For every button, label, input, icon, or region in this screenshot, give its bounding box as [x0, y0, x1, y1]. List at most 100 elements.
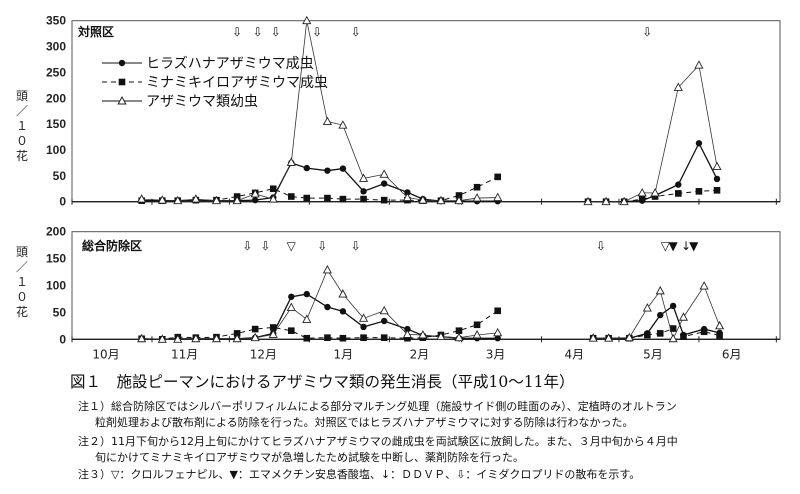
- data-point-triangle: [157, 334, 167, 343]
- data-point-circle: [251, 196, 259, 204]
- legend-marker-triangle: [117, 95, 127, 105]
- legend-marker-circle: [118, 59, 126, 67]
- data-point-triangle: [642, 303, 652, 312]
- data-point-circle: [404, 325, 411, 333]
- data-point-square: [680, 333, 687, 340]
- data-point-circle: [360, 188, 367, 195]
- treatment-marker: ⇩: [232, 25, 242, 39]
- data-point-square: [651, 193, 659, 200]
- data-point-square: [669, 325, 677, 332]
- data-point-square: [288, 327, 295, 334]
- data-point-square: [404, 334, 411, 342]
- data-point-circle: [675, 181, 682, 188]
- y-tick-label: 50: [53, 305, 67, 319]
- note-1-cont: 粒剤処理および散布剤による防除を行った。対照区ではヒラズハナアザミウマに対する防…: [95, 416, 634, 429]
- data-point-circle: [380, 317, 388, 325]
- plot-frame: [71, 20, 781, 203]
- data-point-triangle: [418, 330, 428, 339]
- data-point-triangle: [137, 333, 147, 343]
- y-tick-label: 0: [59, 332, 66, 346]
- y-axis-label-char: １: [16, 119, 28, 133]
- figure-caption: 図１ 施設ピーマンにおけるアザミウマ類の発生消長（平成10～11年）: [70, 373, 575, 391]
- data-point-square: [251, 325, 259, 333]
- data-point-triangle: [379, 169, 389, 178]
- data-point-triangle: [668, 333, 678, 343]
- data-point-circle: [303, 164, 310, 172]
- data-point-triangle: [655, 285, 665, 295]
- data-point-square: [494, 173, 501, 181]
- data-point-square: [380, 334, 388, 341]
- data-point-triangle: [436, 195, 446, 205]
- y-axis-label-char: 花: [16, 304, 28, 319]
- data-point-square: [324, 194, 331, 202]
- data-point-circle: [303, 290, 310, 298]
- data-point-circle: [324, 167, 331, 174]
- treatment-marker: ⇩: [271, 25, 281, 39]
- data-point-triangle: [454, 332, 464, 342]
- legend-marker-square: [118, 78, 126, 86]
- data-point-triangle: [322, 116, 332, 125]
- x-tick-label: 3月: [486, 347, 506, 361]
- data-point-triangle: [157, 195, 167, 204]
- data-point-triangle: [173, 334, 183, 343]
- data-point-square: [339, 195, 347, 203]
- data-point-triangle: [402, 192, 412, 202]
- treatment-marker: ↓: [681, 239, 691, 253]
- y-axis-label-char: １: [16, 275, 28, 289]
- y-axis-label-char: ／: [16, 260, 28, 274]
- data-point-circle: [288, 293, 295, 300]
- y-tick-label: 100: [46, 143, 66, 157]
- data-point-triangle: [712, 161, 722, 170]
- y-tick-label: 150: [46, 117, 66, 131]
- data-point-triangle: [493, 192, 503, 202]
- data-point-square: [303, 194, 311, 202]
- note-2: 注２）11月下旬から12月上旬にかけてヒラズハナアザミウマの雌成虫を両試験区に放…: [78, 435, 678, 448]
- treatment-marker: ⇩: [253, 25, 263, 39]
- data-point-square: [700, 328, 708, 336]
- data-point-square: [656, 330, 664, 337]
- data-point-triangle: [402, 329, 412, 338]
- data-point-triangle: [436, 331, 446, 341]
- data-point-square: [269, 185, 277, 193]
- y-tick-label: 50: [53, 169, 67, 183]
- data-point-triangle: [604, 333, 614, 342]
- data-point-square: [473, 183, 481, 191]
- data-point-square: [638, 195, 646, 203]
- data-point-circle: [324, 303, 331, 311]
- data-point-square: [455, 327, 463, 334]
- data-point-triangle: [338, 120, 348, 129]
- data-point-circle: [339, 308, 347, 315]
- series-line-2: [588, 64, 718, 203]
- data-point-triangle: [211, 333, 222, 343]
- data-point-square: [473, 321, 481, 329]
- data-point-triangle: [232, 333, 242, 343]
- y-axis-label-char: ０: [16, 134, 28, 148]
- series-line-0: [141, 293, 498, 340]
- treatment-marker: ⇩: [317, 239, 327, 253]
- data-point-triangle: [358, 313, 369, 322]
- treatment-marker: ⇩: [596, 239, 606, 253]
- treatment-marker: ⇩: [242, 239, 252, 253]
- data-point-square: [360, 195, 367, 203]
- data-point-square: [380, 196, 388, 204]
- data-point-square: [695, 188, 703, 195]
- y-tick-label: 250: [46, 65, 66, 79]
- treatment-marker: ▼: [669, 239, 679, 253]
- treatment-marker: ▽: [661, 239, 671, 253]
- data-point-triangle: [286, 157, 296, 166]
- data-point-circle: [494, 335, 501, 342]
- legend-label: ミナミキイロアザミウマ成虫: [146, 75, 328, 91]
- treatment-marker: ⇩: [351, 25, 361, 39]
- y-tick-label: 0: [59, 195, 66, 209]
- note-2-cont: 旬にかけてミナミキイロアザミウマが急増したため試験を中断し、薬剤防除を行った。: [95, 451, 524, 464]
- data-point-triangle: [678, 312, 689, 321]
- x-tick-label: 11月: [171, 347, 198, 361]
- data-point-triangle: [418, 195, 428, 204]
- y-tick-label: 200: [46, 91, 66, 105]
- data-point-circle: [669, 302, 677, 310]
- treatment-marker: ⇩: [642, 25, 652, 39]
- x-tick-label: 12月: [250, 347, 277, 361]
- y-tick-label: 350: [46, 14, 66, 28]
